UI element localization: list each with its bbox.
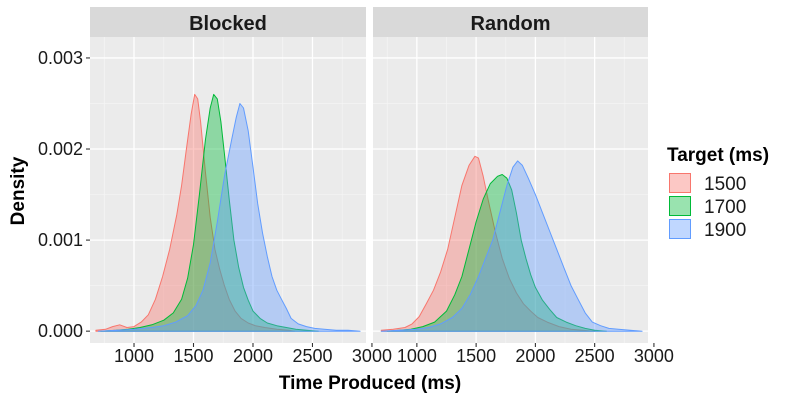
legend-key-background: [668, 218, 692, 240]
facet-strip-label: Blocked: [189, 13, 267, 35]
facet-panels: Blocked Random: [90, 7, 648, 343]
density-area-1500: [380, 155, 596, 332]
x-tick-label: 1000: [397, 346, 437, 366]
x-axis: 1000 1500 2000 2500 3000 1000 1500 2000 2500 3000: [114, 343, 674, 366]
density-series-group: [95, 93, 361, 332]
x-axis-title: Time Produced (ms): [279, 373, 461, 394]
legend-label: 1900: [704, 220, 746, 241]
density-series-group: [380, 155, 643, 332]
panel-blocked: Blocked: [90, 7, 366, 343]
facet-strip: [373, 7, 648, 37]
y-tick-label: 0.003: [38, 48, 83, 68]
density-area-1900: [97, 103, 361, 332]
legend-label: 1500: [704, 174, 746, 195]
y-axis: 0.000 0.001 0.002 0.003: [38, 48, 90, 341]
facet-strip-label: Random: [471, 13, 551, 35]
y-tick-label: 0.001: [38, 230, 83, 250]
x-tick-label: 2000: [515, 346, 555, 366]
density-area-1700: [386, 174, 607, 332]
y-tick-label: 0.000: [38, 321, 83, 341]
density-area-1900: [380, 160, 643, 332]
legend-key-swatch: [669, 196, 691, 216]
x-tick-label: 1500: [173, 346, 213, 366]
y-axis-title: Density: [8, 156, 29, 225]
legend-key-background: [668, 172, 692, 194]
legend-item-1900: 1900: [668, 218, 746, 241]
density-area-1500: [95, 93, 296, 332]
x-tick-label: 3000: [352, 346, 392, 366]
facet-strip: [90, 7, 366, 37]
density-area-1700: [100, 93, 319, 332]
x-tick-label: 2000: [233, 346, 273, 366]
legend-key-swatch: [669, 219, 691, 239]
panel-random: Random: [373, 7, 648, 343]
x-tick-label: 3000: [634, 346, 674, 366]
legend-key-swatch: [669, 173, 691, 193]
legend-label: 1700: [704, 197, 746, 218]
x-tick-label: 1500: [456, 346, 496, 366]
legend-title: Target (ms): [667, 145, 769, 166]
y-tick-label: 0.002: [38, 139, 83, 159]
x-tick-label: 2500: [575, 346, 615, 366]
x-tick-label: 2500: [292, 346, 332, 366]
panel-background: [373, 37, 648, 343]
legend-item-1700: 1700: [668, 195, 746, 218]
x-tick-label: 1000: [114, 346, 154, 366]
legend-item-1500: 1500: [668, 172, 746, 195]
legend-key-background: [668, 195, 692, 217]
